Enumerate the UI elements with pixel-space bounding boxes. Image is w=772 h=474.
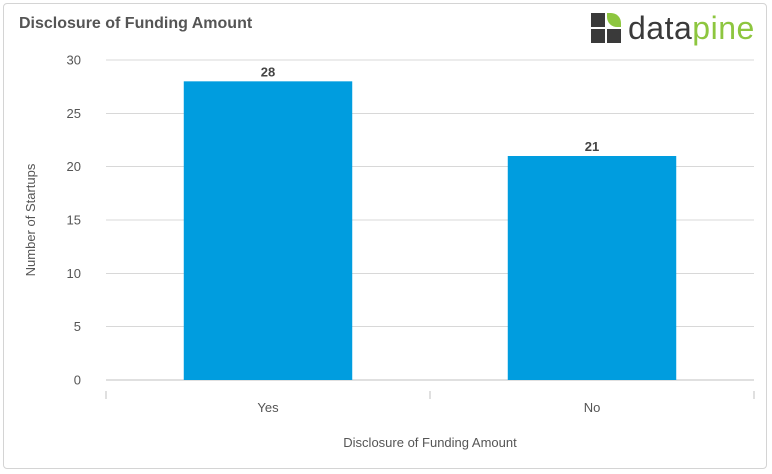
y-tick-label: 0 bbox=[74, 373, 81, 388]
logo-text-accent: pine bbox=[692, 10, 755, 46]
logo-text-dark: data bbox=[628, 10, 693, 46]
y-axis-ticks: 0 5 10 15 20 25 30 bbox=[67, 53, 81, 388]
bars: 28 21 bbox=[183, 64, 677, 380]
bar bbox=[507, 156, 677, 380]
y-tick-label: 5 bbox=[74, 319, 81, 334]
y-tick-label: 20 bbox=[67, 159, 81, 174]
x-axis: Yes No bbox=[105, 391, 755, 415]
y-tick-label: 15 bbox=[67, 213, 81, 228]
logo-wordmark: datapine bbox=[628, 11, 755, 45]
x-tick-label: No bbox=[584, 400, 601, 415]
datapine-logo: datapine bbox=[591, 11, 755, 45]
y-tick-label: 25 bbox=[67, 106, 81, 121]
y-axis-label: Number of Startups bbox=[23, 163, 38, 276]
x-tick-label: Yes bbox=[257, 400, 279, 415]
datapine-squares-logo-icon bbox=[591, 13, 621, 43]
y-tick-label: 10 bbox=[67, 266, 81, 281]
x-axis-label: Disclosure of Funding Amount bbox=[343, 435, 517, 450]
data-label: 21 bbox=[585, 139, 599, 154]
y-tick-label: 30 bbox=[67, 53, 81, 68]
chart-title: Disclosure of Funding Amount bbox=[19, 15, 253, 32]
bar bbox=[183, 81, 353, 380]
data-label: 28 bbox=[261, 64, 275, 79]
